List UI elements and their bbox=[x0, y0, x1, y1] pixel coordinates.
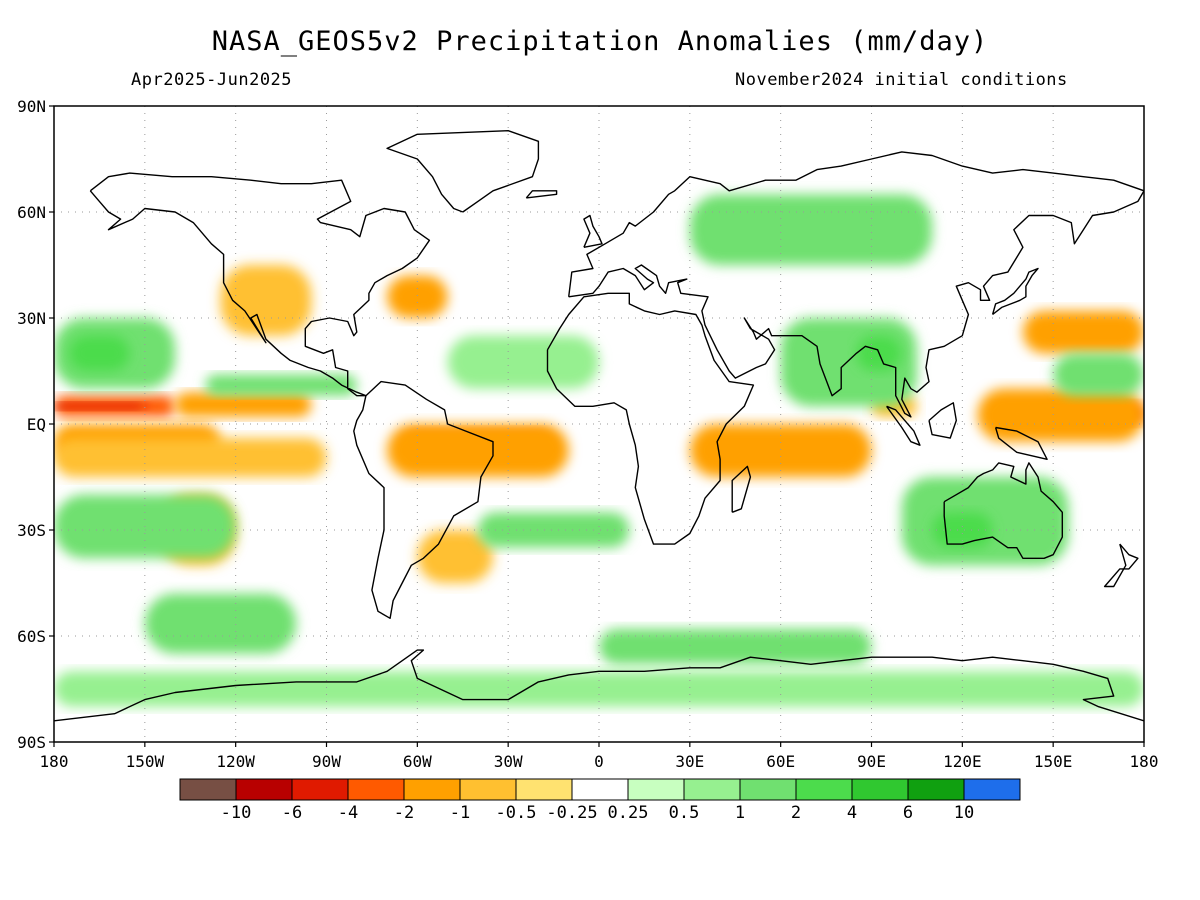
anomaly-region-23 bbox=[932, 512, 993, 548]
anomaly-region-30 bbox=[447, 335, 599, 389]
colorbar-labels: -10 -6 -4 -2 -1 -0.5 -0.25 0.25 0.5 1 2 4 6 10 bbox=[221, 803, 975, 823]
anomaly-region-2 bbox=[175, 392, 312, 417]
anomaly-region-21 bbox=[144, 593, 297, 654]
coastline-11 bbox=[928, 402, 957, 439]
lon-tick-label: 120E bbox=[943, 752, 982, 771]
lon-tick-label: 180 bbox=[40, 752, 69, 771]
colorbar bbox=[179, 778, 1021, 801]
lat-tick-label: 30N bbox=[17, 309, 46, 328]
colorbar-swatch-7 bbox=[571, 778, 629, 801]
colorbar-swatch-3 bbox=[347, 778, 405, 801]
lat-tick-label: 60S bbox=[17, 627, 46, 646]
colorbar-swatch-14 bbox=[963, 778, 1021, 801]
lon-tick-label: 150E bbox=[1034, 752, 1073, 771]
anomaly-region-28 bbox=[477, 512, 630, 548]
lon-tick-label: 120W bbox=[216, 752, 255, 771]
coastlines bbox=[54, 130, 1144, 722]
lat-tick-label: 90S bbox=[17, 733, 46, 752]
colorbar-swatch-0 bbox=[179, 778, 237, 801]
colorbar-label: -0.25 bbox=[546, 803, 597, 823]
colorbar-swatch-4 bbox=[403, 778, 461, 801]
anomaly-region-15 bbox=[417, 530, 494, 583]
colorbar-swatch-8 bbox=[627, 778, 685, 801]
graticule bbox=[54, 106, 1144, 742]
colorbar-swatch-10 bbox=[739, 778, 797, 801]
colorbar-swatch-12 bbox=[851, 778, 909, 801]
colorbar-label: -2 bbox=[394, 803, 414, 823]
lat-tick-label: 90N bbox=[17, 97, 46, 116]
anomaly-region-10 bbox=[977, 388, 1144, 442]
colorbar-label: 0.5 bbox=[669, 803, 700, 823]
lat-tick-label: 60N bbox=[17, 203, 46, 222]
colorbar-label: 2 bbox=[791, 803, 801, 823]
anomaly-region-4 bbox=[54, 438, 327, 477]
colorbar-label: -10 bbox=[221, 803, 252, 823]
colorbar-label: -4 bbox=[338, 803, 358, 823]
colorbar-label: 10 bbox=[954, 803, 974, 823]
latitude-axis: 90N 60N 30N EQ 30S 60S 90S bbox=[17, 97, 54, 752]
coastline-9 bbox=[731, 465, 752, 513]
coastline-4 bbox=[943, 462, 1063, 559]
forecast-period: Apr2025-Jun2025 bbox=[131, 70, 293, 90]
lat-tick-label: 30S bbox=[17, 521, 46, 540]
coastline-10 bbox=[886, 405, 921, 446]
colorbar-label: -0.5 bbox=[496, 803, 537, 823]
coastline-5 bbox=[583, 214, 603, 248]
anomaly-region-1 bbox=[54, 402, 145, 410]
initial-conditions: November2024 initial conditions bbox=[735, 70, 1068, 90]
colorbar-label: 6 bbox=[903, 803, 913, 823]
anomaly-region-7 bbox=[689, 424, 872, 477]
lon-tick-label: 150W bbox=[126, 752, 165, 771]
colorbar-swatch-5 bbox=[459, 778, 517, 801]
coastline-13 bbox=[1103, 543, 1139, 588]
anomaly-region-18 bbox=[69, 335, 130, 371]
coastline-1 bbox=[353, 380, 494, 619]
anomaly-region-11 bbox=[1022, 310, 1144, 354]
lon-tick-label: 90W bbox=[312, 752, 341, 771]
anomaly-region-6 bbox=[387, 424, 569, 477]
colorbar-label: 0.25 bbox=[608, 803, 649, 823]
lon-tick-label: 30W bbox=[494, 752, 523, 771]
coastline-12 bbox=[994, 426, 1048, 460]
colorbar-swatch-9 bbox=[683, 778, 741, 801]
lat-tick-label: EQ bbox=[27, 415, 46, 434]
lon-tick-label: 0 bbox=[594, 752, 604, 771]
map-title: NASA_GEOS5v2 Precipitation Anomalies (mm… bbox=[211, 26, 989, 57]
lon-tick-label: 90E bbox=[857, 752, 886, 771]
colorbar-swatch-13 bbox=[907, 778, 965, 801]
colorbar-label: 1 bbox=[735, 803, 745, 823]
colorbar-label: -6 bbox=[282, 803, 302, 823]
coastline-14 bbox=[54, 649, 1144, 722]
colorbar-swatch-2 bbox=[291, 778, 349, 801]
coastline-0 bbox=[89, 172, 431, 397]
lon-tick-label: 180 bbox=[1130, 752, 1159, 771]
lon-tick-label: 30E bbox=[675, 752, 704, 771]
longitude-axis: 180 150W 120W 90W 60W 30W 0 30E 60E 90E 120E 150E 18… bbox=[40, 742, 1159, 771]
anomaly-field bbox=[54, 194, 1144, 707]
anomaly-region-29 bbox=[599, 628, 872, 665]
anomaly-region-12 bbox=[220, 265, 312, 336]
coastline-8 bbox=[991, 267, 1039, 316]
coastline-7 bbox=[386, 130, 540, 213]
colorbar-swatch-1 bbox=[235, 778, 293, 801]
lon-tick-label: 60E bbox=[766, 752, 795, 771]
anomaly-region-27 bbox=[1053, 353, 1144, 396]
coastline-6 bbox=[525, 190, 558, 199]
colorbar-swatch-6 bbox=[515, 778, 573, 801]
anomaly-region-13 bbox=[387, 275, 448, 318]
lon-tick-label: 60W bbox=[403, 752, 432, 771]
colorbar-label: 4 bbox=[847, 803, 857, 823]
colorbar-swatch-11 bbox=[795, 778, 853, 801]
colorbar-label: -1 bbox=[450, 803, 470, 823]
coastline-2 bbox=[546, 292, 755, 545]
coastline-3 bbox=[568, 151, 1144, 418]
anomaly-region-26 bbox=[689, 194, 933, 265]
anomaly-region-19 bbox=[205, 374, 357, 396]
